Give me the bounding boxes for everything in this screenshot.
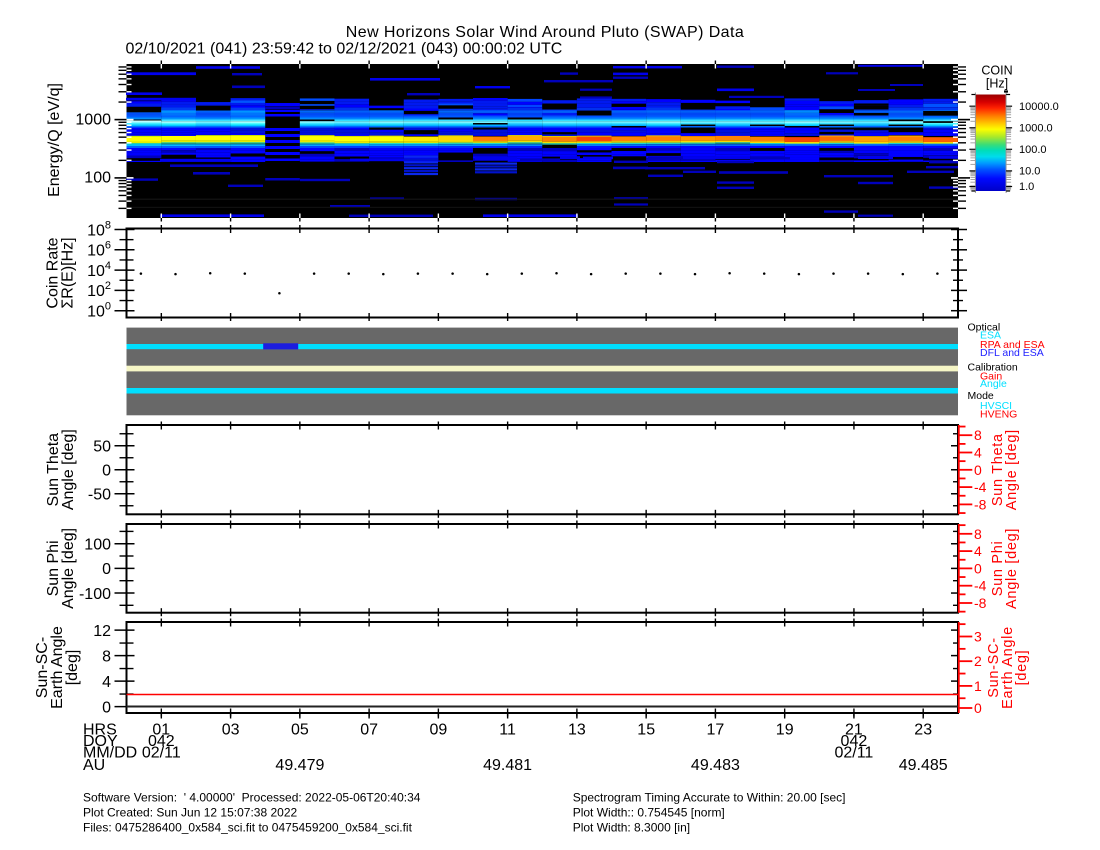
svg-text:4: 4: [974, 445, 982, 461]
svg-text:[Hz]: [Hz]: [986, 77, 1008, 91]
svg-text:4: 4: [974, 543, 982, 559]
svg-text:1: 1: [974, 678, 982, 694]
svg-text:8: 8: [974, 427, 982, 443]
svg-text:13: 13: [568, 722, 586, 739]
svg-text:ESA: ESA: [980, 329, 1001, 341]
svg-text:01: 01: [152, 722, 170, 739]
svg-text:-4: -4: [974, 578, 987, 594]
svg-text:-8: -8: [974, 496, 987, 512]
svg-text:Plot Width: 8.3000 [in]: Plot Width: 8.3000 [in]: [573, 821, 690, 835]
svg-text:HRS: HRS: [83, 722, 117, 739]
svg-text:Plot Width:: 0.754545 [norm]: Plot Width:: 0.754545 [norm]: [573, 805, 725, 819]
svg-text:49.485: 49.485: [899, 757, 948, 774]
svg-text:2: 2: [974, 653, 982, 669]
svg-text:23: 23: [914, 722, 932, 739]
svg-text:Coin Rate: Coin Rate: [45, 237, 62, 308]
svg-text:15: 15: [637, 722, 655, 739]
svg-text:042: 042: [841, 733, 868, 750]
svg-text:Sun Phi: Sun Phi: [990, 541, 1006, 597]
svg-text:AU: AU: [83, 757, 105, 774]
svg-text:8: 8: [974, 526, 982, 542]
svg-text:Sun Theta: Sun Theta: [45, 433, 62, 507]
svg-text:4: 4: [102, 674, 111, 691]
svg-text:09: 09: [430, 722, 448, 739]
svg-text:RPA and ESA: RPA and ESA: [980, 339, 1045, 351]
svg-text:Optical: Optical: [968, 322, 1001, 334]
svg-text:07: 07: [360, 722, 378, 739]
svg-text:Earth Angle: Earth Angle: [1000, 626, 1016, 709]
svg-text:50: 50: [93, 439, 111, 456]
svg-text:DOY: DOY: [83, 733, 118, 750]
svg-text:-8: -8: [974, 595, 987, 611]
svg-text:21: 21: [845, 722, 863, 739]
svg-text:19: 19: [776, 722, 794, 739]
svg-text:49.481: 49.481: [483, 757, 532, 774]
svg-text:49.483: 49.483: [691, 757, 740, 774]
svg-text:100.0: 100.0: [1019, 144, 1047, 156]
svg-text:3: 3: [974, 629, 982, 645]
svg-text:0: 0: [974, 560, 982, 576]
svg-text:05: 05: [291, 722, 309, 739]
svg-text:0: 0: [974, 700, 982, 716]
svg-text:1.0: 1.0: [1019, 181, 1034, 193]
svg-text:Angle [deg]: Angle [deg]: [1004, 429, 1020, 510]
svg-text:DFL and ESA: DFL and ESA: [980, 347, 1044, 359]
svg-text:02/10/2021 (041) 23:59:42 to 0: 02/10/2021 (041) 23:59:42 to 02/12/2021 …: [126, 41, 563, 58]
svg-text:03: 03: [222, 722, 240, 739]
svg-text:1000.0: 1000.0: [1019, 122, 1053, 134]
svg-text:Sun-SC-: Sun-SC-: [34, 637, 51, 698]
svg-text:Angle: Angle: [980, 378, 1007, 390]
svg-text:Angle [deg]: Angle [deg]: [1004, 528, 1020, 609]
svg-text:COIN: COIN: [981, 64, 1012, 78]
svg-text:10000.0: 10000.0: [1019, 101, 1059, 113]
svg-text:0: 0: [102, 561, 111, 578]
svg-text:100: 100: [84, 170, 111, 187]
svg-text:ΣR(E)[Hz]: ΣR(E)[Hz]: [60, 237, 77, 308]
svg-text:MM/DD: MM/DD: [83, 745, 137, 762]
svg-text:042: 042: [148, 733, 175, 750]
svg-text:Earth Angle: Earth Angle: [49, 626, 66, 709]
svg-text:02/11: 02/11: [142, 745, 181, 762]
svg-text:11: 11: [499, 722, 516, 739]
svg-text:HVSCI: HVSCI: [980, 400, 1012, 412]
svg-text:Sun-SC-: Sun-SC-: [986, 637, 1002, 698]
svg-text:Sun Phi: Sun Phi: [45, 540, 62, 596]
svg-text:Spectrogram Timing Accurate to: Spectrogram Timing Accurate to Within: 2…: [573, 791, 846, 805]
svg-text:1000: 1000: [75, 111, 111, 128]
svg-text:-4: -4: [974, 479, 987, 495]
svg-text:Plot Created: Sun Jun 12 15:07: Plot Created: Sun Jun 12 15:07:38 2022: [83, 805, 297, 819]
svg-text:12: 12: [93, 623, 111, 640]
svg-text:HVENG: HVENG: [980, 409, 1017, 421]
svg-text:0: 0: [102, 463, 111, 480]
svg-text:8: 8: [102, 648, 111, 665]
svg-text:0: 0: [102, 699, 111, 716]
svg-text:Software Version: ' 4.00000': Software Version: ' 4.00000' Processed: …: [83, 791, 421, 805]
svg-text:Files: 0475286400_0x584_sci.fi: Files: 0475286400_0x584_sci.fit to 04754…: [83, 821, 413, 835]
svg-text:Angle [deg]: Angle [deg]: [60, 528, 77, 609]
svg-text:Energy/Q [eV/q]: Energy/Q [eV/q]: [46, 83, 63, 197]
svg-text:17: 17: [707, 722, 725, 739]
svg-text:Sun Theta: Sun Theta: [990, 433, 1006, 506]
svg-text:0: 0: [974, 462, 982, 478]
svg-text:[deg]: [deg]: [1014, 650, 1030, 686]
svg-text:Gain: Gain: [980, 370, 1002, 382]
svg-text:Mode: Mode: [968, 390, 994, 402]
svg-text:[deg]: [deg]: [64, 650, 81, 686]
svg-text:-100: -100: [79, 586, 111, 603]
svg-text:Angle [deg]: Angle [deg]: [60, 429, 77, 510]
svg-text:-50: -50: [88, 487, 111, 504]
svg-text:100: 100: [84, 537, 111, 554]
svg-text:New Horizons Solar Wind Around: New Horizons Solar Wind Around Pluto (SW…: [346, 24, 744, 41]
svg-text:Calibration: Calibration: [968, 362, 1018, 374]
svg-text:02/11: 02/11: [834, 745, 873, 762]
svg-text:10.0: 10.0: [1019, 166, 1040, 178]
svg-text:49.479: 49.479: [275, 757, 324, 774]
